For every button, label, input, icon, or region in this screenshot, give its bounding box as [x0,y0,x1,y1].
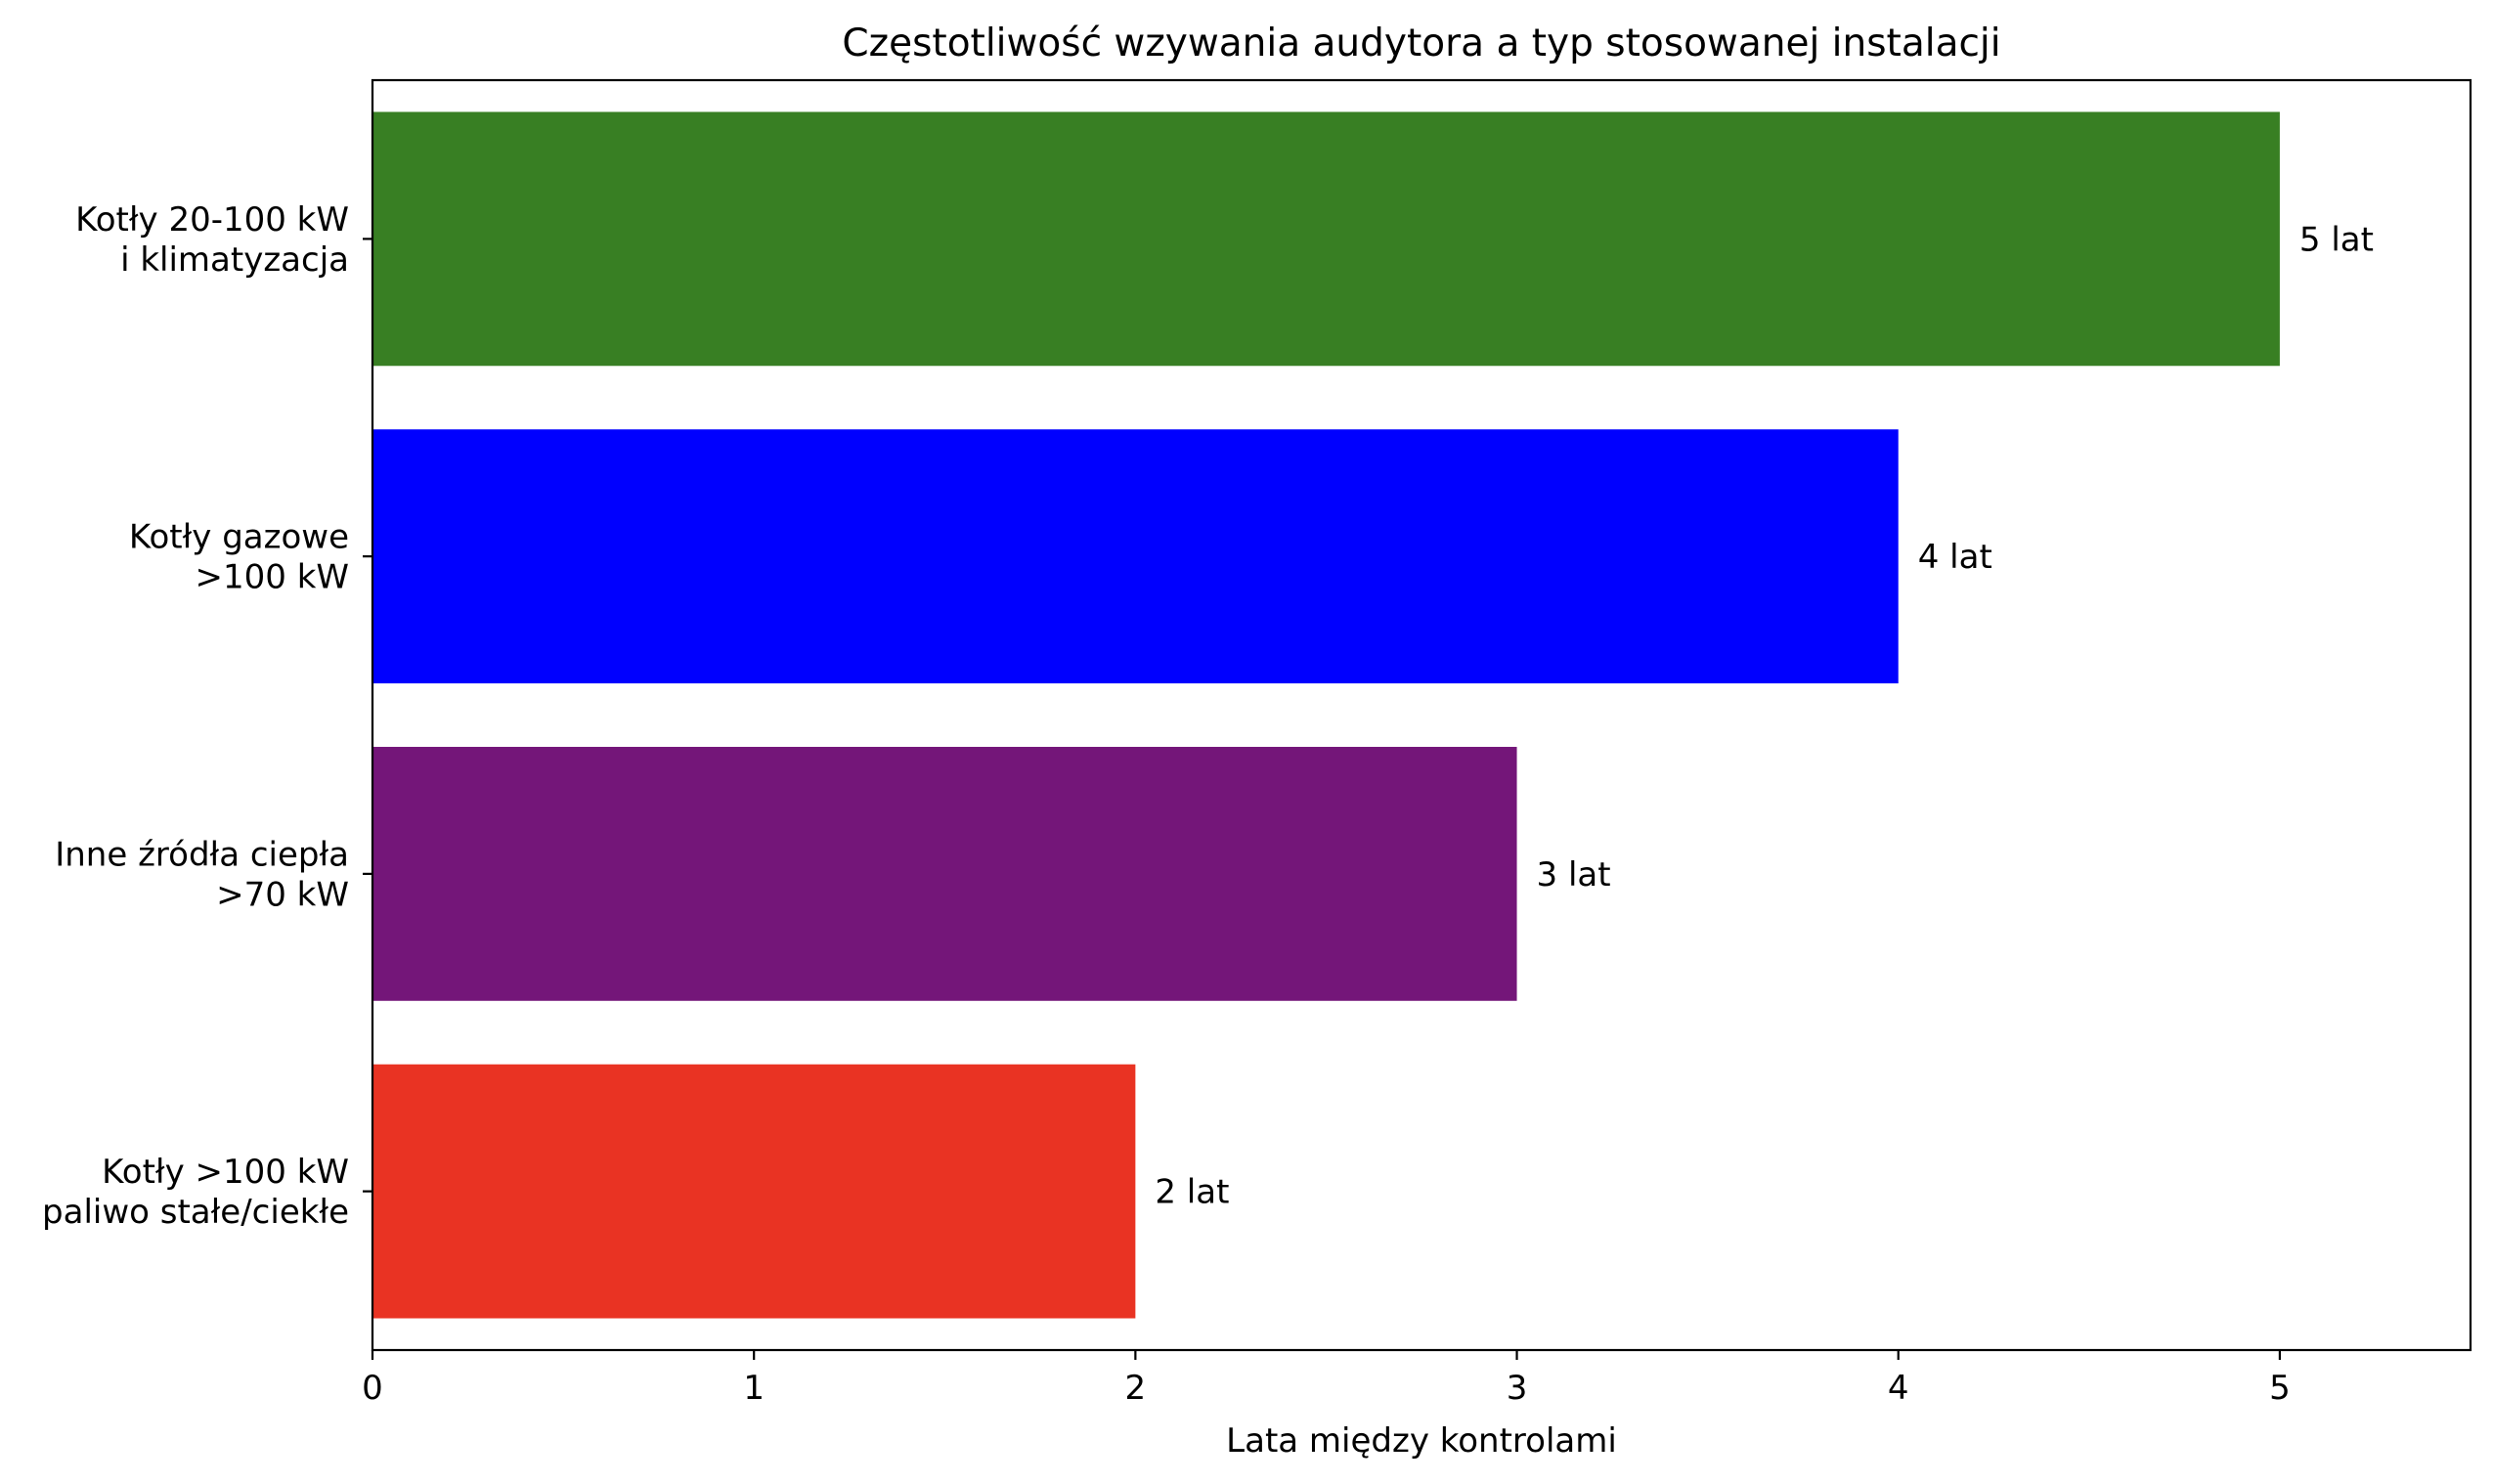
y-tick-label: Inne źródła ciepła [55,835,349,874]
bar [372,429,1899,684]
plot-frame [371,78,2472,1352]
x-axis-label: Lata między kontrolami [1226,1421,1617,1461]
bar-value-label: 3 lat [1537,855,1611,895]
bar-value-label: 4 lat [1918,538,1992,577]
x-tick-label: 2 [1125,1369,1147,1408]
bar [372,1064,1136,1319]
x-tick-label: 5 [2269,1369,2291,1408]
bar-labels-group: 5 lat 4 lat 3 lat 2 lat [1155,220,2374,1211]
y-tick-label: Kotły gazowe [129,518,349,557]
bar-value-label: 5 lat [2299,220,2374,259]
y-tick-label: i klimatyzacja [120,240,349,280]
y-tick-label: >70 kW [216,875,349,914]
x-tick-label: 4 [1888,1369,1909,1408]
y-tick-label: paliwo stałe/ciekłe [42,1193,349,1232]
x-tick-label: 3 [1507,1369,1528,1408]
y-tick-label: Kotły 20-100 kW [75,200,349,240]
x-tick-label: 0 [362,1369,383,1408]
y-tick-label: Kotły >100 kW [102,1153,349,1192]
x-tick-label: 1 [743,1369,765,1408]
x-axis-ticks: 0 1 2 3 4 5 [362,1350,2291,1408]
bar [372,746,1517,1001]
bars-group [372,111,2280,1319]
y-tick-label: >100 kW [196,558,350,597]
bar-value-label: 2 lat [1155,1173,1229,1212]
bar [372,111,2280,367]
chart-title: Częstotliwość wzywania audytora a typ st… [842,22,2000,65]
y-axis-ticks: Kotły 20-100 kWi klimatyzacja Kotły gazow… [42,200,372,1232]
